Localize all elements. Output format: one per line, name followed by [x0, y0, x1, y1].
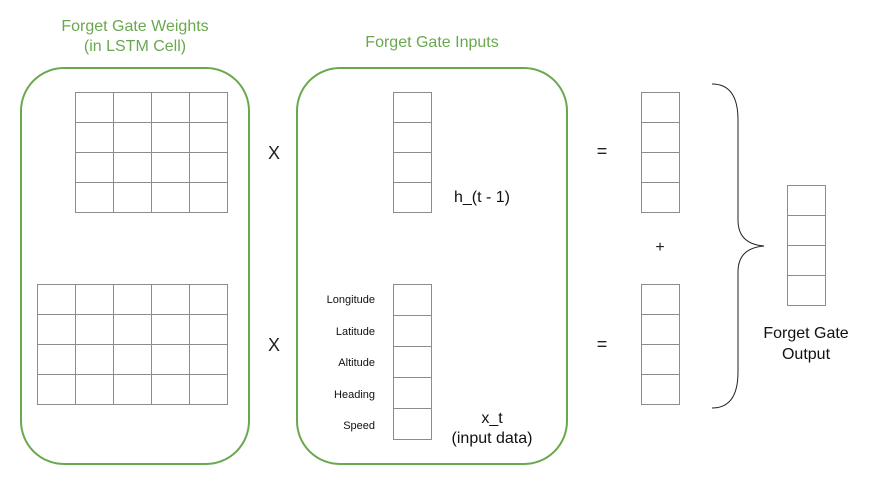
feature-label: Latitude — [335, 325, 375, 338]
weight-cell — [113, 314, 152, 345]
input-vector — [393, 284, 432, 440]
output-label: Forget Gate Output — [746, 323, 866, 365]
weight-cell — [189, 152, 228, 183]
weight-cell — [75, 122, 114, 153]
input-label-line2: (input data) — [451, 430, 533, 447]
result-cell — [641, 92, 680, 123]
output-cell — [787, 185, 826, 216]
weight-cell — [151, 344, 190, 375]
input-cell — [393, 284, 432, 316]
weights-matrix-bottom — [37, 284, 228, 405]
input-cell — [393, 315, 432, 347]
weight-cell — [189, 182, 228, 213]
weights-title-line1: Forget Gate Weights — [61, 18, 209, 35]
weight-cell — [113, 152, 152, 183]
weight-cell — [151, 122, 190, 153]
weight-cell — [151, 374, 190, 405]
weight-cell — [113, 284, 152, 315]
weight-cell — [37, 284, 76, 315]
weight-cell — [113, 182, 152, 213]
weight-cell — [189, 344, 228, 375]
hidden-state-cell — [393, 152, 432, 183]
weight-cell — [37, 344, 76, 375]
weight-cell — [151, 92, 190, 123]
hidden-state-vector — [393, 92, 432, 213]
hidden-state-cell — [393, 122, 432, 153]
inputs-panel — [296, 67, 568, 465]
result-cell — [641, 182, 680, 213]
output-vector — [787, 185, 826, 306]
input-cell — [393, 377, 432, 409]
weights-title-line2: (in LSTM Cell) — [83, 38, 187, 55]
weight-cell — [113, 344, 152, 375]
input-cell — [393, 408, 432, 440]
result-cell — [641, 344, 680, 375]
weight-cell — [151, 182, 190, 213]
output-label-line2: Output — [781, 346, 831, 363]
weight-cell — [189, 122, 228, 153]
output-cell — [787, 245, 826, 276]
weights-panel-title: Forget Gate Weights (in LSTM Cell) — [20, 17, 250, 57]
weight-cell — [151, 314, 190, 345]
hidden-state-label: h_(t - 1) — [453, 189, 510, 206]
equals-operator-top: = — [596, 141, 608, 161]
inputs-panel-title: Forget Gate Inputs — [365, 34, 499, 51]
output-label-line1: Forget Gate — [763, 325, 849, 342]
result-cell — [641, 314, 680, 345]
equals-operator-bottom: = — [596, 334, 608, 354]
result-cell — [641, 152, 680, 183]
result-vector-bottom — [641, 284, 680, 405]
weight-cell — [75, 182, 114, 213]
result-vector-top — [641, 92, 680, 213]
weight-cell — [113, 122, 152, 153]
weight-cell — [37, 374, 76, 405]
input-label-line1: x_t — [481, 410, 503, 427]
result-cell — [641, 284, 680, 315]
weight-cell — [189, 92, 228, 123]
multiply-operator-top: X — [267, 143, 280, 163]
weight-cell — [75, 92, 114, 123]
feature-label: Longitude — [326, 294, 375, 306]
output-cell — [787, 215, 826, 246]
summation-brace — [711, 83, 765, 409]
result-cell — [641, 374, 680, 405]
weight-cell — [75, 314, 114, 345]
weight-cell — [189, 314, 228, 345]
input-cell — [393, 346, 432, 378]
input-data-label: x_t (input data) — [440, 409, 544, 449]
weight-cell — [151, 284, 190, 315]
weight-cell — [75, 374, 114, 405]
weight-cell — [113, 374, 152, 405]
hidden-state-cell — [393, 92, 432, 123]
weight-cell — [189, 284, 228, 315]
plus-operator: + — [655, 239, 665, 256]
weight-cell — [75, 284, 114, 315]
weight-cell — [75, 344, 114, 375]
weight-cell — [37, 314, 76, 345]
weight-cell — [75, 152, 114, 183]
result-cell — [641, 122, 680, 153]
multiply-operator-bottom: X — [267, 335, 280, 355]
weights-matrix-top — [75, 92, 228, 213]
hidden-state-cell — [393, 182, 432, 213]
output-cell — [787, 275, 826, 306]
feature-label: Speed — [343, 420, 375, 432]
feature-label: Altitude — [338, 357, 375, 369]
weight-cell — [189, 374, 228, 405]
weight-cell — [151, 152, 190, 183]
weights-panel — [20, 67, 250, 465]
feature-label: Heading — [334, 388, 375, 401]
weight-cell — [113, 92, 152, 123]
